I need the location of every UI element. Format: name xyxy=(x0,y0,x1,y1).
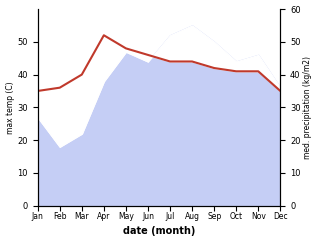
Y-axis label: max temp (C): max temp (C) xyxy=(5,81,15,134)
X-axis label: date (month): date (month) xyxy=(123,227,195,236)
Y-axis label: med. precipitation (kg/m2): med. precipitation (kg/m2) xyxy=(303,56,313,159)
